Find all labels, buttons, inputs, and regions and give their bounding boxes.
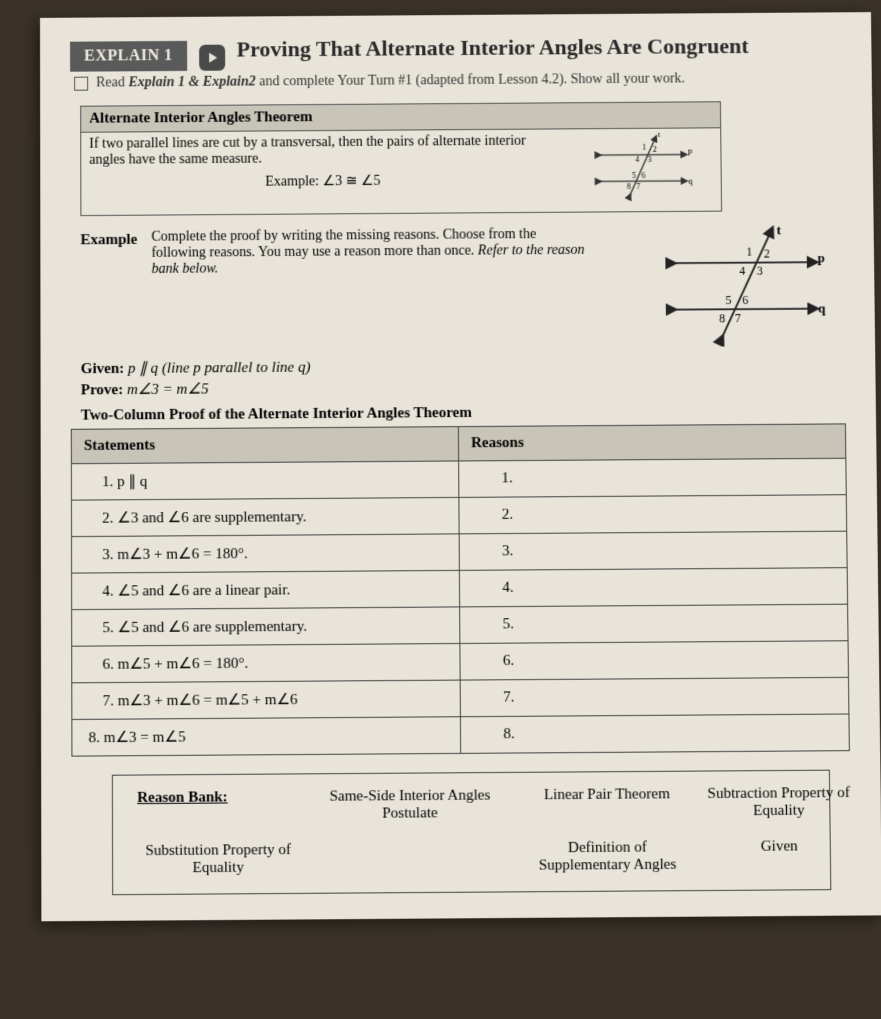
mini-angle-diagram: t p q 12 43 56 87: [572, 132, 713, 203]
angle-diagram: t p q 12 43 56 87: [653, 225, 835, 347]
svg-text:6: 6: [642, 171, 646, 180]
svg-text:4: 4: [635, 155, 639, 164]
table-row: 5. ∠5 and ∠6 are supplementary.5.: [72, 604, 848, 646]
svg-text:4: 4: [739, 264, 745, 278]
instruction-line: Read Explain 1 & Explain2 and complete Y…: [74, 70, 842, 91]
svg-text:3: 3: [757, 264, 763, 278]
header-row: EXPLAIN 1 Proving That Alternate Interio…: [70, 32, 842, 71]
svg-text:1: 1: [746, 244, 752, 258]
svg-text:5: 5: [632, 171, 636, 180]
svg-text:7: 7: [636, 182, 640, 191]
example-label: Example: [80, 230, 137, 250]
svg-text:p: p: [688, 146, 693, 156]
example-text: Complete the proof by writing the missin…: [151, 227, 593, 278]
reason-bank-grid: Reason Bank: Same-Side Interior Angles P…: [137, 785, 806, 878]
given-line: Given: p ∥ q (line p parallel to line q): [81, 354, 846, 379]
svg-text:3: 3: [648, 155, 652, 164]
theorem-box: Alternate Interior Angles Theorem If two…: [80, 101, 722, 216]
theorem-body: If two parallel lines are cut by a trans…: [81, 128, 721, 215]
rb-linear-pair: Linear Pair Theorem: [521, 786, 693, 805]
theorem-example: Example: ∠3 ≅ ∠5: [89, 172, 556, 192]
svg-text:2: 2: [653, 145, 657, 154]
table-row: 4. ∠5 and ∠6 are a linear pair.4.: [72, 568, 848, 610]
table-row: 8. m∠3 = m∠58.: [72, 714, 849, 756]
rb-given: Given: [703, 838, 855, 856]
rb-definition: Definition of Supplementary Angles: [521, 839, 693, 875]
instruction-text: Read Explain 1 & Explain2 and complete Y…: [96, 71, 685, 91]
table-row: 7. m∠3 + m∠6 = m∠5 + m∠67.: [72, 677, 849, 719]
proof-title: Two-Column Proof of the Alternate Interi…: [81, 402, 846, 425]
col-statements: Statements: [71, 427, 458, 464]
svg-text:7: 7: [735, 311, 741, 325]
svg-text:8: 8: [719, 311, 725, 325]
table-row: 2. ∠3 and ∠6 are supplementary.2.: [71, 495, 846, 537]
checkbox-icon: [74, 77, 88, 91]
svg-text:p: p: [818, 250, 825, 265]
rb-substitution: Substitution Property of Equality: [137, 842, 299, 878]
svg-text:5: 5: [725, 293, 731, 307]
example-block: Example Complete the proof by writing th…: [80, 225, 845, 351]
svg-text:1: 1: [642, 142, 646, 151]
svg-text:8: 8: [627, 182, 631, 191]
table-row: 6. m∠5 + m∠6 = 180°.6.: [72, 641, 849, 683]
svg-text:2: 2: [764, 247, 770, 261]
worksheet-page: EXPLAIN 1 Proving That Alternate Interio…: [40, 12, 881, 921]
svg-text:t: t: [777, 225, 782, 238]
reason-bank-title: Reason Bank:: [137, 789, 299, 807]
page-title: Proving That Alternate Interior Angles A…: [237, 32, 842, 63]
rb-subtraction: Subtraction Property of Equality: [703, 785, 855, 821]
col-reasons: Reasons: [458, 424, 845, 461]
rb-same-side: Same-Side Interior Angles Postulate: [309, 787, 511, 823]
svg-text:6: 6: [742, 293, 748, 307]
svg-text:t: t: [658, 132, 661, 139]
play-icon: [199, 45, 225, 71]
svg-text:q: q: [818, 300, 826, 315]
theorem-text: If two parallel lines are cut by a trans…: [89, 133, 556, 207]
table-header-row: Statements Reasons: [71, 424, 846, 464]
table-row: 3. m∠3 + m∠6 = 180°.3.: [72, 531, 848, 573]
explain-badge: EXPLAIN 1: [70, 41, 187, 72]
svg-text:q: q: [688, 175, 693, 185]
table-row: 1. p ∥ q1.: [71, 458, 846, 500]
prove-line: Prove: m∠3 = m∠5: [81, 375, 846, 400]
reason-bank: Reason Bank: Same-Side Interior Angles P…: [112, 770, 831, 896]
proof-table: Statements Reasons 1. p ∥ q1. 2. ∠3 and …: [71, 423, 850, 756]
